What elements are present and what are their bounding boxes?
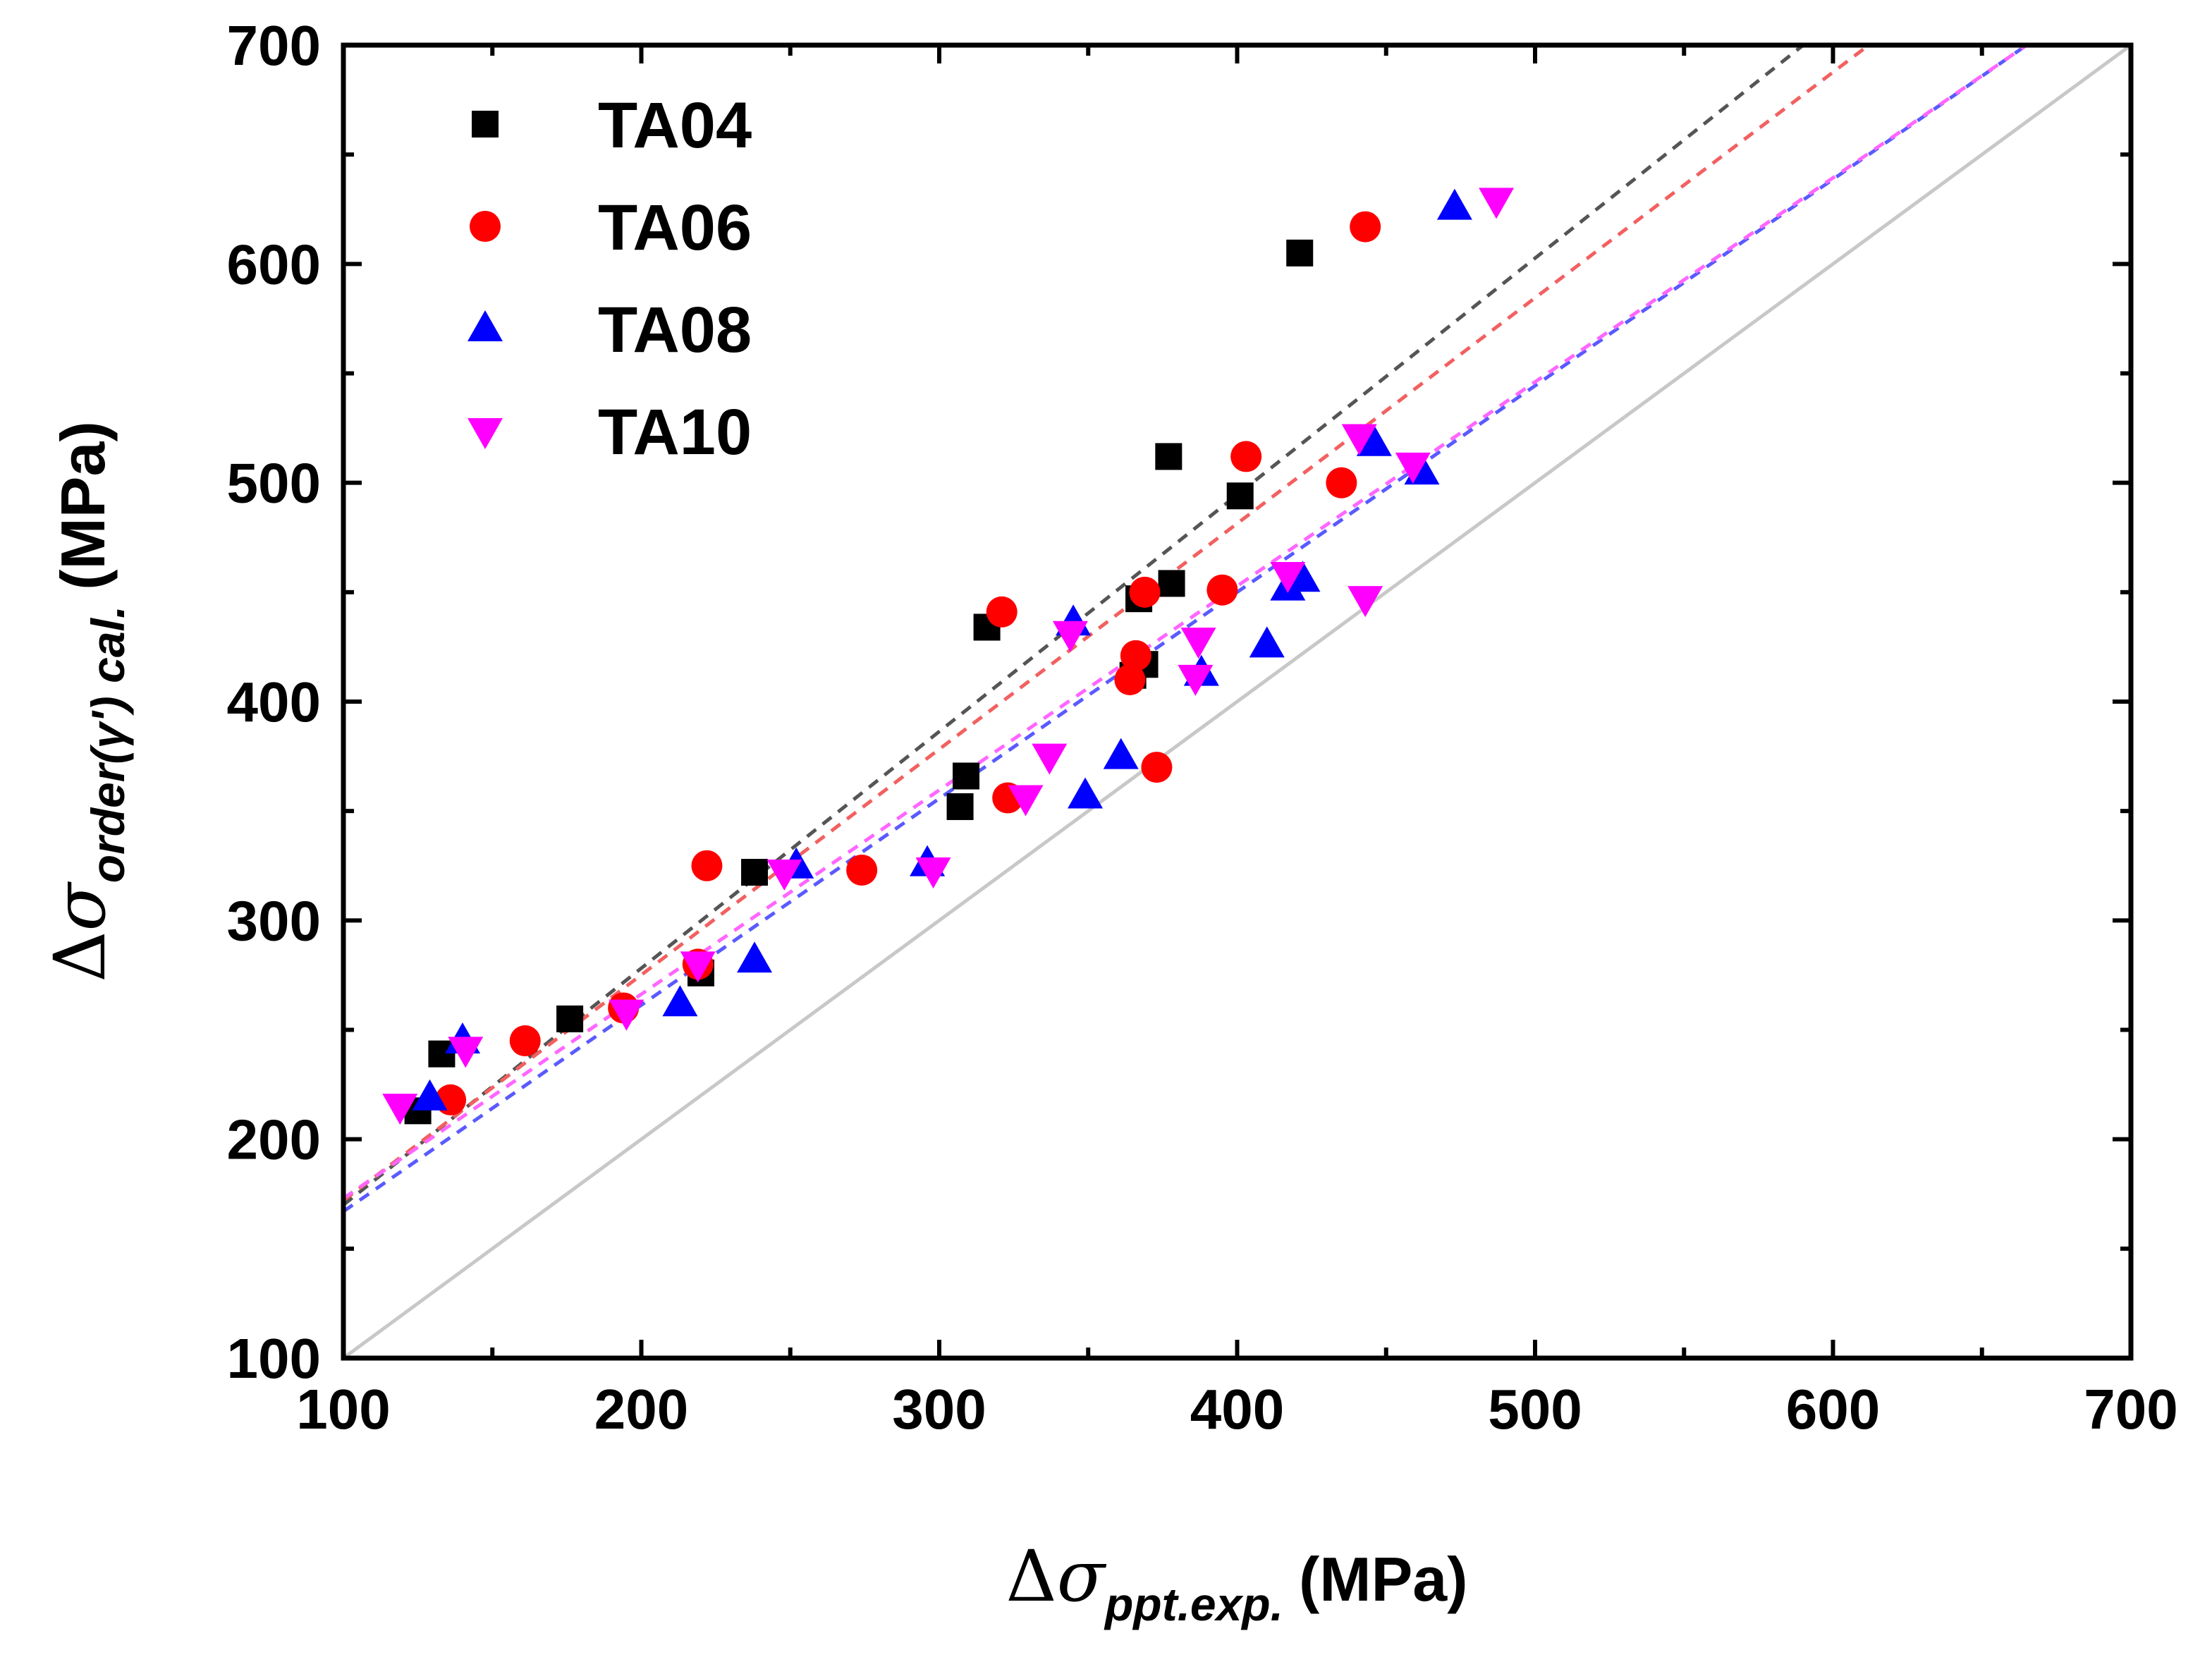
legend-label-ta04: TA04 bbox=[598, 90, 752, 161]
x-tick-label: 200 bbox=[594, 1378, 688, 1441]
data-point-ta10 bbox=[1008, 785, 1044, 817]
legend-marker-ta08 bbox=[468, 310, 503, 341]
y-axis-title-unit: (MPa) bbox=[48, 421, 118, 590]
y-tick-label: 600 bbox=[227, 233, 321, 295]
y-axis-title-subscript: order(γ') cal. bbox=[82, 606, 134, 884]
y-tick-label: 500 bbox=[227, 452, 321, 515]
y-tick-label: 300 bbox=[227, 889, 321, 952]
reference-line bbox=[343, 45, 2131, 1358]
data-point-ta06 bbox=[1230, 441, 1262, 472]
data-point-ta04 bbox=[1158, 570, 1185, 597]
y-tick-label: 100 bbox=[227, 1327, 321, 1390]
x-tick-label: 400 bbox=[1190, 1378, 1284, 1441]
data-point-ta10 bbox=[1341, 424, 1377, 456]
data-point-ta10 bbox=[1348, 586, 1383, 618]
data-point-ta04 bbox=[946, 793, 974, 820]
data-point-ta06 bbox=[846, 854, 878, 886]
x-tick-label: 600 bbox=[1786, 1378, 1880, 1441]
data-point-ta06 bbox=[1120, 640, 1151, 671]
data-point-ta04 bbox=[953, 762, 980, 790]
x-axis-title-delta: Δ bbox=[1006, 1535, 1056, 1618]
legend-label-ta06: TA06 bbox=[598, 192, 752, 264]
y-axis-title-symbol: σ bbox=[39, 881, 121, 931]
y-axis-title-delta: Δ bbox=[39, 931, 121, 982]
x-tick-label: 300 bbox=[892, 1378, 986, 1441]
x-axis-title: Δσppt.exp. (MPa) bbox=[1006, 1535, 1467, 1630]
y-axis-title: Δσorder(γ') cal. (MPa) bbox=[39, 421, 134, 982]
data-point-ta08 bbox=[1249, 626, 1285, 658]
data-point-ta10 bbox=[1180, 628, 1216, 659]
data-point-ta04 bbox=[1286, 239, 1314, 267]
data-point-ta10 bbox=[1052, 621, 1088, 652]
data-point-ta08 bbox=[412, 1079, 448, 1111]
data-point-ta06 bbox=[986, 596, 1018, 628]
data-point-ta06 bbox=[1326, 467, 1357, 499]
x-tick-label: 700 bbox=[2084, 1378, 2177, 1441]
data-point-ta06 bbox=[1114, 664, 1146, 695]
fit-line-ta10 bbox=[343, 45, 2028, 1200]
y-tick-label: 200 bbox=[227, 1108, 321, 1171]
x-tick-label: 500 bbox=[1488, 1378, 1582, 1441]
data-point-ta04 bbox=[1226, 482, 1254, 510]
data-point-ta08 bbox=[1356, 424, 1392, 456]
data-point-ta06 bbox=[1350, 211, 1381, 243]
legend-marker-ta06 bbox=[470, 211, 501, 242]
data-point-ta10 bbox=[1178, 664, 1214, 696]
data-point-ta10 bbox=[1270, 562, 1306, 594]
data-point-ta10 bbox=[1032, 743, 1068, 775]
data-point-ta08 bbox=[662, 985, 698, 1017]
y-tick-label: 400 bbox=[227, 671, 321, 733]
tick-labels-layer: 100 200 300 400 500 600 700 100 200 300 400 500 600 7… bbox=[227, 14, 2178, 1441]
data-point-ta06 bbox=[1141, 752, 1173, 783]
data-point-ta04 bbox=[1155, 443, 1183, 470]
data-point-ta06 bbox=[1129, 576, 1161, 608]
data-point-ta06 bbox=[1206, 574, 1238, 606]
data-point-ta10 bbox=[1479, 188, 1515, 219]
markers-layer bbox=[382, 188, 1515, 1125]
data-point-ta04 bbox=[556, 1005, 584, 1032]
data-point-ta08 bbox=[1285, 561, 1321, 592]
data-point-ta10 bbox=[609, 999, 644, 1031]
legend-label-ta10: TA10 bbox=[598, 396, 752, 468]
data-point-ta10 bbox=[448, 1037, 484, 1068]
data-point-ta06 bbox=[691, 850, 723, 881]
legend-label-ta08: TA08 bbox=[598, 294, 752, 366]
data-point-ta10 bbox=[915, 857, 951, 888]
data-point-ta10 bbox=[680, 951, 716, 983]
x-axis-title-subscript: ppt.exp. bbox=[1104, 1578, 1283, 1630]
x-axis-title-symbol: σ bbox=[1057, 1535, 1107, 1618]
data-point-ta04 bbox=[741, 859, 769, 886]
data-point-ta10 bbox=[1395, 452, 1431, 484]
data-point-ta08 bbox=[1103, 738, 1139, 769]
data-point-ta10 bbox=[766, 860, 802, 891]
legend-marker-ta04 bbox=[472, 111, 499, 138]
data-point-ta08 bbox=[1436, 188, 1472, 220]
legend: TA04 TA06 TA08 TA10 bbox=[468, 90, 752, 468]
fit-line-ta06 bbox=[343, 45, 1870, 1202]
y-tick-label: 700 bbox=[227, 14, 321, 77]
ticks-layer bbox=[341, 43, 2133, 1360]
data-point-ta08 bbox=[1068, 777, 1104, 809]
data-point-ta06 bbox=[509, 1025, 541, 1057]
data-point-ta08 bbox=[737, 941, 773, 973]
data-point-ta10 bbox=[382, 1094, 418, 1125]
x-tick-label: 100 bbox=[296, 1378, 390, 1441]
legend-marker-ta10 bbox=[468, 418, 503, 449]
x-axis-title-unit: (MPa) bbox=[1299, 1544, 1468, 1614]
